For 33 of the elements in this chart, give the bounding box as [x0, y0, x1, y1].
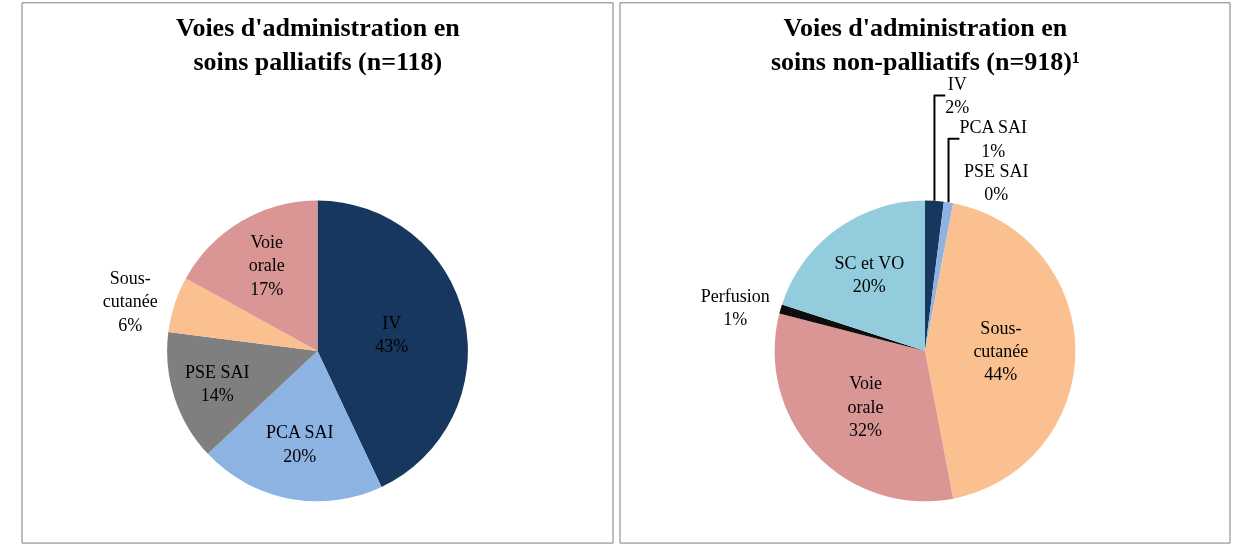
data-label: 43%	[375, 336, 409, 357]
pie-slice	[168, 278, 318, 351]
data-label: 44%	[984, 364, 1018, 385]
category-label: PSE SAI	[964, 160, 1029, 181]
slice-label: Voie orale	[248, 231, 285, 276]
data-label: 20%	[283, 445, 317, 466]
slice-label: PCA SAI	[265, 422, 334, 443]
slice-label: Sous- cutanée	[973, 317, 1029, 361]
data-label: 14%	[200, 385, 234, 406]
text: 0%	[984, 183, 1009, 204]
data-label: 32%	[849, 420, 883, 441]
slice-label: Sous- cutanée	[102, 267, 158, 312]
pie-slice	[779, 304, 925, 351]
pie-slice	[185, 200, 318, 351]
slice-label: SC et VO	[834, 252, 905, 273]
slice-label: Voie orale	[847, 373, 884, 417]
data-label: 17%	[250, 278, 284, 299]
data-label: 20%	[852, 275, 886, 296]
pie-slice	[925, 203, 1076, 499]
data-label: 6%	[118, 314, 143, 335]
slice-label: PSE SAI	[184, 361, 250, 382]
slice-label: IV	[947, 73, 967, 94]
slice-label: PCA SAI	[959, 117, 1027, 138]
slice-label: Perfusion	[700, 285, 770, 306]
pie-slice	[925, 201, 954, 351]
data-label: 2%	[945, 97, 970, 118]
chart-title: Voies d'administration en soins non-palliatifs (n=918)¹	[771, 13, 1080, 76]
data-label: 1%	[981, 140, 1006, 161]
pie-slice	[774, 313, 954, 501]
pie-slice	[781, 200, 925, 351]
data-label: 1%	[723, 308, 748, 329]
slice-label: IV	[382, 312, 402, 333]
chart-title: Voies d'administration en soins palliatifs (n=118)	[176, 13, 461, 76]
